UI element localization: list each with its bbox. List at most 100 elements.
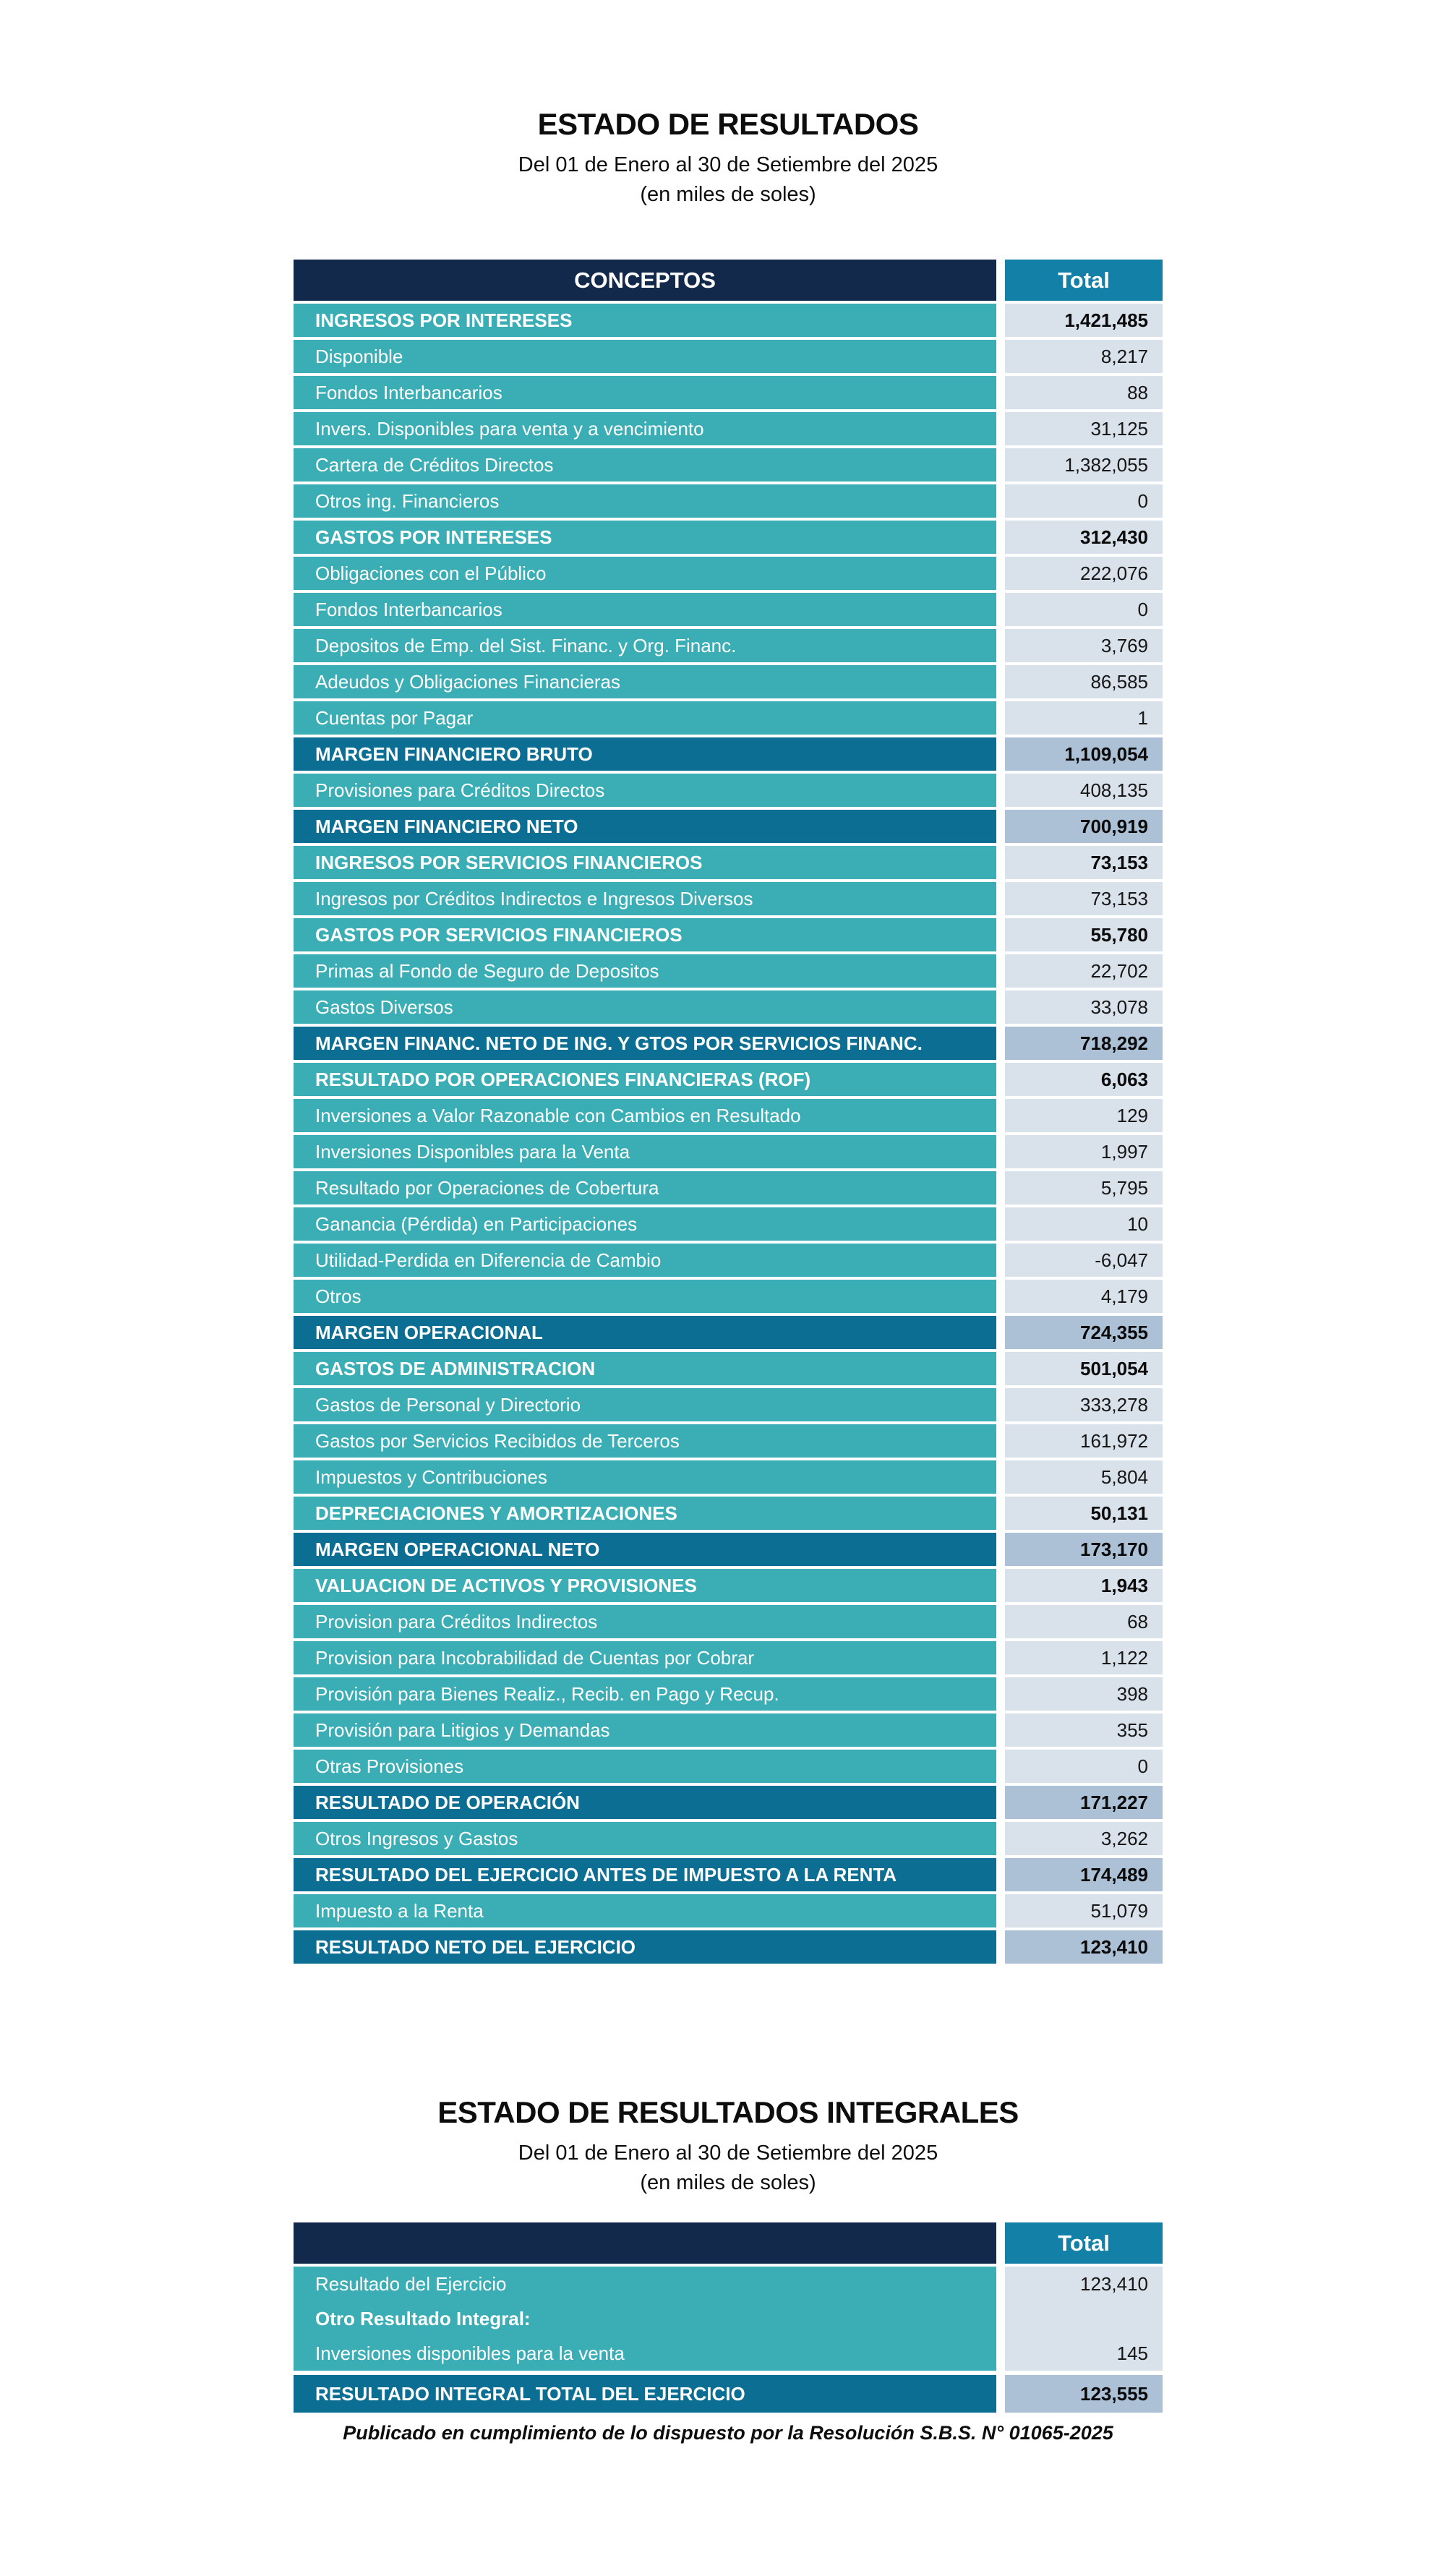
table-row: INGRESOS POR SERVICIOS FINANCIEROS 73,153: [294, 846, 1163, 879]
row-value: 398: [1005, 1677, 1163, 1711]
row-value: 31,125: [1005, 412, 1163, 445]
report1-period: Del 01 de Enero al 30 de Setiembre del 2…: [518, 153, 938, 176]
table-row: Gastos Diversos 33,078: [294, 990, 1163, 1024]
row-label: RESULTADO POR OPERACIONES FINANCIERAS (R…: [294, 1063, 996, 1096]
table-row: Otros Ingresos y Gastos 3,262: [294, 1822, 1163, 1855]
row-label: Provisiones para Créditos Directos: [294, 774, 996, 807]
table-row: Fondos Interbancarios 0: [294, 593, 1163, 626]
row-value: 123,555: [1005, 2375, 1163, 2413]
table-row: Cartera de Créditos Directos 1,382,055: [294, 448, 1163, 482]
row-label: GASTOS POR SERVICIOS FINANCIEROS: [294, 918, 996, 951]
row-label: Disponible: [294, 340, 996, 373]
row-value: 501,054: [1005, 1352, 1163, 1385]
table-row: VALUACION DE ACTIVOS Y PROVISIONES 1,943: [294, 1569, 1163, 1602]
row-label: DEPRECIACIONES Y AMORTIZACIONES: [294, 1497, 996, 1530]
row-label: Inversiones Disponibles para la Venta: [294, 1135, 996, 1168]
row-label: MARGEN OPERACIONAL: [294, 1316, 996, 1349]
table-row: Gastos de Personal y Directorio 333,278: [294, 1388, 1163, 1421]
table-row: Obligaciones con el Público 222,076: [294, 557, 1163, 590]
row-value: 73,153: [1005, 882, 1163, 915]
row-label: Provisión para Bienes Realiz., Recib. en…: [294, 1677, 996, 1711]
table-row: INGRESOS POR INTERESES 1,421,485: [294, 304, 1163, 337]
row-value: 5,795: [1005, 1171, 1163, 1204]
row-value: 8,217: [1005, 340, 1163, 373]
row-label: Otros: [294, 1280, 996, 1313]
total-column-header: Total: [1005, 260, 1163, 301]
row-value: 1,109,054: [1005, 737, 1163, 771]
row-label: Utilidad-Perdida en Diferencia de Cambio: [294, 1244, 996, 1277]
row-label: Provision para Incobrabilidad de Cuentas…: [294, 1641, 996, 1674]
row-value: 1,943: [1005, 1569, 1163, 1602]
row-label: Fondos Interbancarios: [294, 376, 996, 409]
report1-unit-note: (en miles de soles): [640, 183, 816, 206]
table-row: Inversiones Disponibles para la Venta 1,9…: [294, 1135, 1163, 1168]
table-row: GASTOS DE ADMINISTRACION 501,054: [294, 1352, 1163, 1385]
row-value: 68: [1005, 1605, 1163, 1638]
table-header-row: Total: [294, 2222, 1163, 2264]
row-label: Otro Resultado Integral:: [294, 2301, 996, 2336]
row-value: 1,421,485: [1005, 304, 1163, 337]
table-row: Provision para Incobrabilidad de Cuentas…: [294, 1641, 1163, 1674]
row-value: 355: [1005, 1713, 1163, 1747]
table-row: Provision para Créditos Indirectos 68: [294, 1605, 1163, 1638]
row-label: Inversiones disponibles para la venta: [294, 2336, 996, 2371]
row-value: [1005, 2301, 1163, 2336]
row-label: Impuesto a la Renta: [294, 1894, 996, 1927]
table-row: Impuesto a la Renta 51,079: [294, 1894, 1163, 1927]
table-row: Primas al Fondo de Seguro de Depositos 22…: [294, 954, 1163, 988]
table-row: MARGEN FINANC. NETO DE ING. Y GTOS POR S…: [294, 1027, 1163, 1060]
row-label: Cuentas por Pagar: [294, 701, 996, 735]
row-label: Gastos por Servicios Recibidos de Tercer…: [294, 1424, 996, 1458]
row-value: 55,780: [1005, 918, 1163, 951]
row-label: RESULTADO DEL EJERCICIO ANTES DE IMPUEST…: [294, 1858, 996, 1891]
row-label: Ingresos por Créditos Indirectos e Ingre…: [294, 882, 996, 915]
row-label: Impuestos y Contribuciones: [294, 1460, 996, 1494]
publication-note: Publicado en cumplimiento de lo dispuest…: [343, 2422, 1113, 2444]
row-value: 86,585: [1005, 665, 1163, 698]
table-row: Provisión para Litigios y Demandas 355: [294, 1713, 1163, 1747]
row-label: VALUACION DE ACTIVOS Y PROVISIONES: [294, 1569, 996, 1602]
table-row: Provisiones para Créditos Directos 408,13…: [294, 774, 1163, 807]
table-row: RESULTADO POR OPERACIONES FINANCIERAS (R…: [294, 1063, 1163, 1096]
row-value: 50,131: [1005, 1497, 1163, 1530]
concepts-column-header-empty: [294, 2222, 996, 2264]
row-value: 718,292: [1005, 1027, 1163, 1060]
table-row: Resultado del Ejercicio 123,410: [294, 2267, 1163, 2301]
row-label: MARGEN FINANCIERO BRUTO: [294, 737, 996, 771]
row-value: 123,410: [1005, 1930, 1163, 1964]
row-label: Fondos Interbancarios: [294, 593, 996, 626]
concepts-column-header: CONCEPTOS: [294, 260, 996, 301]
row-label: RESULTADO NETO DEL EJERCICIO: [294, 1930, 996, 1964]
report1-title-block: ESTADO DE RESULTADOS Del 01 de Enero al …: [294, 107, 1163, 207]
row-label: Gastos Diversos: [294, 990, 996, 1024]
row-label: RESULTADO INTEGRAL TOTAL DEL EJERCICIO: [294, 2375, 996, 2413]
row-label: Primas al Fondo de Seguro de Depositos: [294, 954, 996, 988]
row-label: Obligaciones con el Público: [294, 557, 996, 590]
table-row: Impuestos y Contribuciones 5,804: [294, 1460, 1163, 1494]
row-value: 1,122: [1005, 1641, 1163, 1674]
row-label: Otras Provisiones: [294, 1750, 996, 1783]
table-row: RESULTADO NETO DEL EJERCICIO 123,410: [294, 1930, 1163, 1964]
row-value: 5,804: [1005, 1460, 1163, 1494]
report2-period: Del 01 de Enero al 30 de Setiembre del 2…: [518, 2141, 938, 2165]
row-value: 73,153: [1005, 846, 1163, 879]
row-value: 174,489: [1005, 1858, 1163, 1891]
row-value: 333,278: [1005, 1388, 1163, 1421]
row-label: RESULTADO DE OPERACIÓN: [294, 1786, 996, 1819]
row-value: 0: [1005, 593, 1163, 626]
table-row: Inversiones disponibles para la venta 145: [294, 2336, 1163, 2371]
row-label: Provision para Créditos Indirectos: [294, 1605, 996, 1638]
row-label: GASTOS DE ADMINISTRACION: [294, 1352, 996, 1385]
report2-title: ESTADO DE RESULTADOS INTEGRALES: [437, 2095, 1019, 2129]
row-value: 3,262: [1005, 1822, 1163, 1855]
table-row: Otros ing. Financieros 0: [294, 484, 1163, 518]
report2-title-block: ESTADO DE RESULTADOS INTEGRALES Del 01 d…: [294, 2095, 1163, 2195]
table-row: MARGEN FINANCIERO NETO 700,919: [294, 810, 1163, 843]
row-label: Resultado del Ejercicio: [294, 2267, 996, 2301]
row-value: 4,179: [1005, 1280, 1163, 1313]
table-row: RESULTADO DE OPERACIÓN 171,227: [294, 1786, 1163, 1819]
table-row: Disponible 8,217: [294, 340, 1163, 373]
row-value: 171,227: [1005, 1786, 1163, 1819]
row-label: Ganancia (Pérdida) en Participaciones: [294, 1207, 996, 1241]
row-value: 724,355: [1005, 1316, 1163, 1349]
